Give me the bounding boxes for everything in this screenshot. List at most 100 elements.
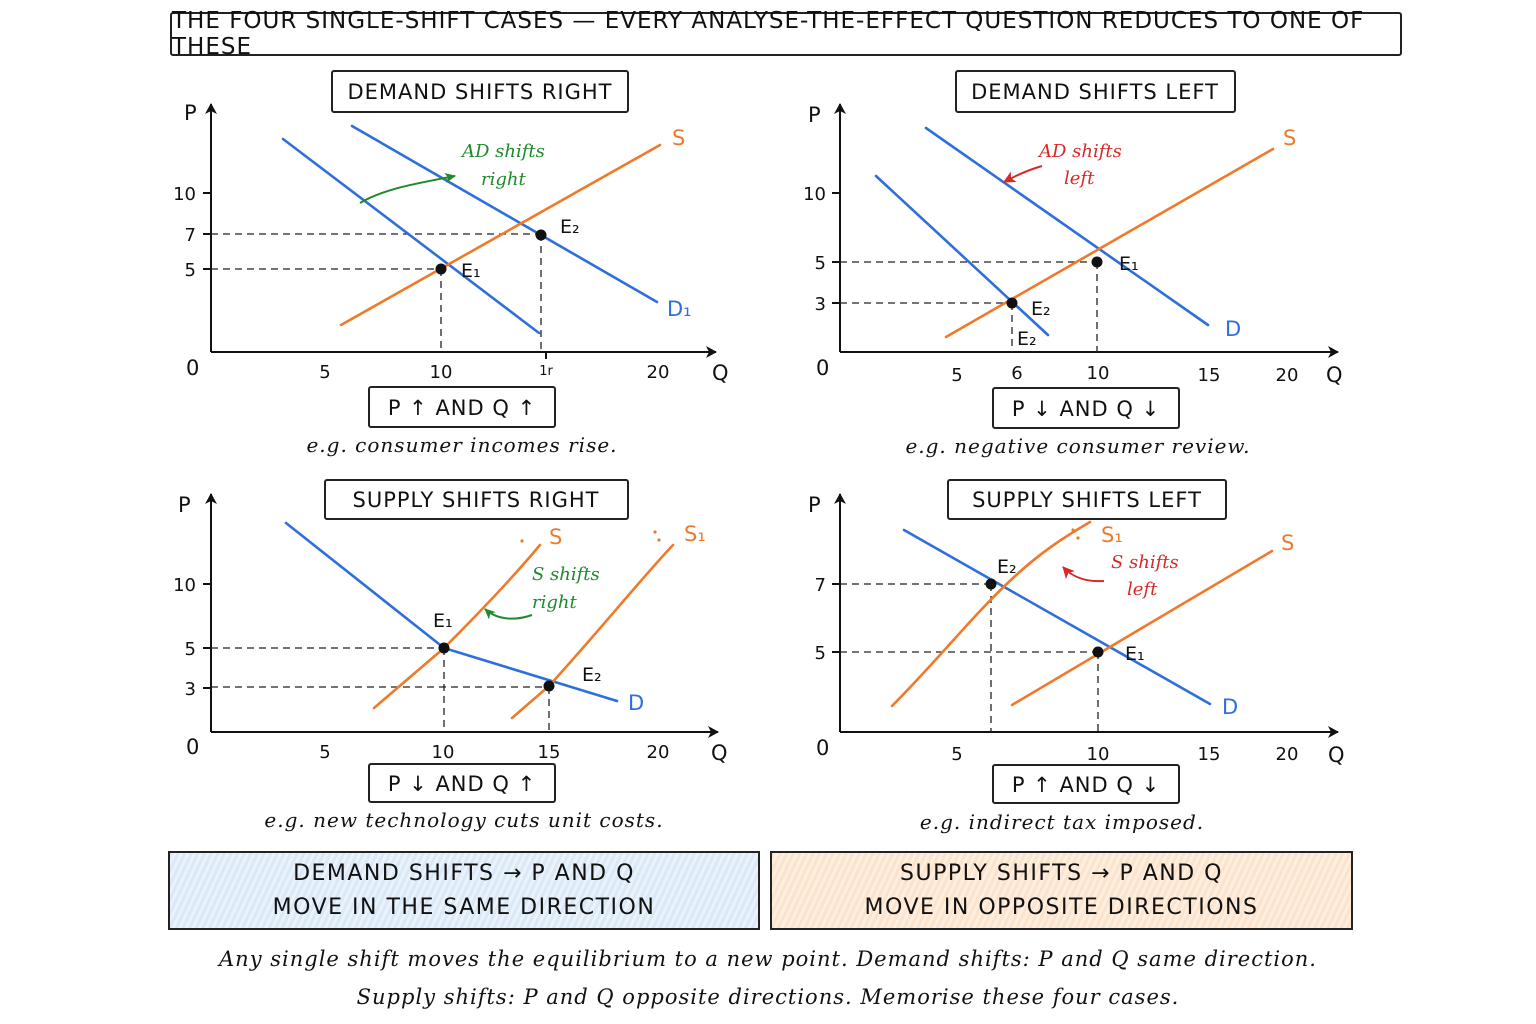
summary-line: MOVE IN OPPOSITE DIRECTIONS bbox=[864, 894, 1259, 920]
x-tick-label: 15 bbox=[538, 742, 561, 763]
panel-heading-box bbox=[331, 70, 629, 113]
y-tick-label: 5 bbox=[185, 639, 196, 660]
demand-curve bbox=[902, 528, 1212, 706]
equilibrium-label: E₂ bbox=[1031, 298, 1051, 320]
x-tick-label: 5 bbox=[951, 365, 962, 386]
x-tick-label: 10 bbox=[1087, 744, 1110, 765]
x-axis-label: Q bbox=[1326, 363, 1343, 387]
y-axis-label: P bbox=[178, 493, 191, 517]
panel-supply-shifts-right: SUPPLY SHIFTS RIGHT P Q 0 5 10 15 20 10 … bbox=[173, 479, 728, 832]
panel-heading: DEMAND SHIFTS LEFT bbox=[971, 80, 1219, 104]
y-tick-label: 10 bbox=[803, 184, 826, 205]
x-tick-label: 1r bbox=[539, 364, 553, 379]
x-tick-label: 20 bbox=[647, 742, 670, 763]
supply-curve-original bbox=[1010, 549, 1274, 707]
footer-caption: Any single shift moves the equilibrium t… bbox=[0, 940, 1536, 1016]
y-axis-label: P bbox=[184, 101, 197, 125]
summary-line: SUPPLY SHIFTS → P AND Q bbox=[900, 860, 1223, 886]
supply-curve-shifted bbox=[510, 543, 675, 720]
equilibrium-point bbox=[438, 642, 450, 654]
origin-label: 0 bbox=[186, 356, 199, 380]
supply-curve-label: S bbox=[672, 126, 685, 150]
shift-annotation: left bbox=[1127, 579, 1158, 600]
result-label: P ↑ AND Q ↑ bbox=[388, 396, 536, 420]
y-tick-label: 7 bbox=[185, 225, 196, 246]
equilibrium-point bbox=[535, 229, 547, 241]
demand-curve-label: D bbox=[1225, 317, 1241, 341]
y-tick-label: 5 bbox=[815, 253, 826, 274]
x-tick-label: 15 bbox=[1198, 365, 1221, 386]
y-tick-label: 10 bbox=[173, 184, 196, 205]
sketch-mark bbox=[653, 530, 657, 534]
shift-arrow bbox=[1003, 165, 1043, 183]
shift-annotation: S shifts bbox=[1111, 552, 1179, 573]
supply-curve-original bbox=[372, 543, 542, 710]
supply-curve bbox=[339, 143, 662, 327]
demand-curve-label: D bbox=[1222, 695, 1238, 719]
panel-heading-box bbox=[955, 70, 1236, 113]
result-label: P ↓ AND Q ↑ bbox=[388, 772, 536, 796]
demand-curve-original bbox=[924, 126, 1210, 327]
shift-annotation: right bbox=[532, 592, 577, 613]
y-axis-label: P bbox=[808, 493, 821, 517]
origin-label: 0 bbox=[816, 356, 829, 380]
equilibrium-label: E₁ bbox=[1125, 643, 1145, 665]
equilibrium-label: E₁ bbox=[1119, 253, 1139, 275]
result-label: P ↓ AND Q ↓ bbox=[1012, 397, 1160, 421]
panel-demand-shifts-right: DEMAND SHIFTS RIGHT P Q 0 5 10 1r 20 10 … bbox=[173, 70, 729, 457]
y-tick-label: 3 bbox=[815, 294, 826, 315]
sketch-mark bbox=[1071, 528, 1075, 532]
summary-line: MOVE IN THE SAME DIRECTION bbox=[272, 894, 656, 920]
result-label: P ↑ AND Q ↓ bbox=[1012, 773, 1160, 797]
summary-line: DEMAND SHIFTS → P AND Q bbox=[293, 860, 635, 886]
panel-heading: SUPPLY SHIFTS RIGHT bbox=[353, 488, 600, 512]
x-tick-label: 15 bbox=[1198, 744, 1221, 765]
equilibrium-point bbox=[543, 680, 555, 692]
supply-curve-label: S₁ bbox=[684, 522, 706, 546]
x-tick-label: 5 bbox=[319, 362, 330, 383]
x-axis-label: Q bbox=[712, 361, 729, 385]
equilibrium-label: E₂ bbox=[560, 216, 580, 238]
equilibrium-point bbox=[435, 263, 447, 275]
shift-arrow bbox=[1062, 566, 1105, 583]
y-tick-label: 10 bbox=[173, 575, 196, 596]
summary-box-demand: DEMAND SHIFTS → P AND Q MOVE IN THE SAME… bbox=[168, 851, 760, 930]
panel-supply-shifts-left: SUPPLY SHIFTS LEFT P Q 0 5 10 15 20 7 5 … bbox=[808, 479, 1345, 834]
y-tick-label: 7 bbox=[815, 575, 826, 596]
y-tick-label: 3 bbox=[185, 679, 196, 700]
x-tick-label: 5 bbox=[951, 744, 962, 765]
x-tick-label: 10 bbox=[430, 362, 453, 383]
equilibrium-label: E₂ bbox=[997, 556, 1017, 578]
shift-annotation: AD shifts bbox=[1037, 141, 1122, 162]
footer-line: Supply shifts: P and Q opposite directio… bbox=[356, 985, 1180, 1009]
shift-arrow bbox=[484, 608, 533, 620]
shift-annotation: AD shifts bbox=[460, 141, 545, 162]
footer-line: Any single shift moves the equilibrium t… bbox=[219, 947, 1317, 971]
x-tick-label: 10 bbox=[1087, 363, 1110, 384]
sketch-mark bbox=[520, 539, 524, 543]
result-box bbox=[368, 386, 556, 428]
equilibrium-label: E₁ bbox=[461, 260, 481, 282]
sketch-mark bbox=[1076, 536, 1080, 540]
panel-heading-box bbox=[324, 479, 629, 520]
example-text: e.g. indirect tax imposed. bbox=[920, 810, 1204, 834]
result-box bbox=[992, 387, 1180, 429]
shift-arrow bbox=[359, 173, 456, 204]
supply-curve bbox=[944, 147, 1275, 339]
origin-label: 0 bbox=[186, 735, 199, 759]
y-tick-label: 5 bbox=[815, 643, 826, 664]
x-tick-label: 5 bbox=[319, 742, 330, 763]
equilibrium-label: E₂ bbox=[1017, 328, 1037, 350]
supply-curve-label: S bbox=[1281, 531, 1294, 555]
supply-curve-shifted bbox=[890, 520, 1092, 708]
demand-curve-original bbox=[281, 137, 541, 335]
x-tick-label: 10 bbox=[432, 742, 455, 763]
equilibrium-point bbox=[1092, 646, 1104, 658]
supply-curve-label: S₁ bbox=[1101, 523, 1123, 547]
equilibrium-point bbox=[1091, 256, 1103, 268]
example-text: e.g. new technology cuts unit costs. bbox=[264, 808, 663, 832]
x-tick-label: 6 bbox=[1011, 363, 1022, 384]
y-axis-label: P bbox=[808, 103, 821, 127]
y-tick-label: 5 bbox=[185, 260, 196, 281]
demand-curve-shifted bbox=[874, 174, 1050, 337]
